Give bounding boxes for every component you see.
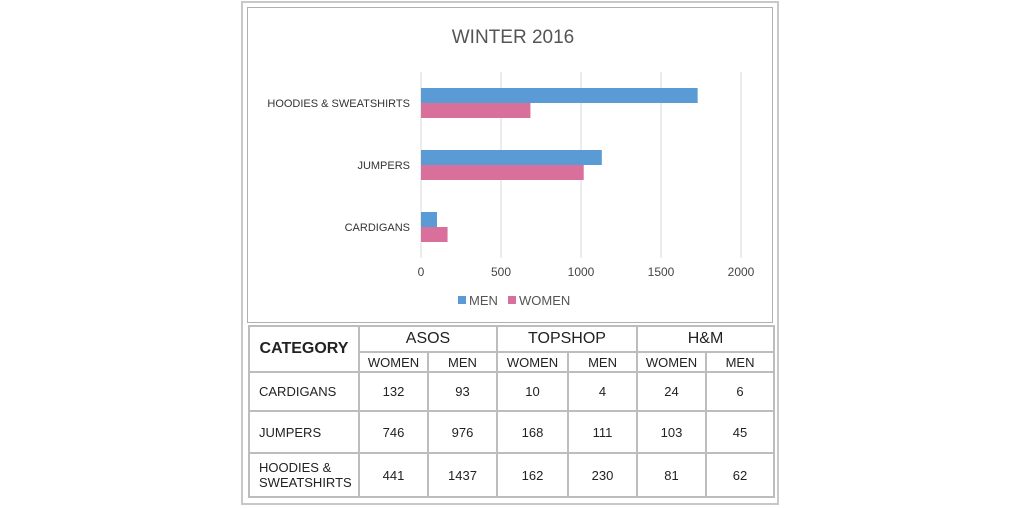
- table-cell: 62: [705, 452, 776, 498]
- x-tick-label: 0: [418, 265, 425, 279]
- table-row: CARDIGANS 132 93 10 4 24 6: [248, 371, 776, 412]
- bar-women: [421, 227, 448, 242]
- bar-chart: WINTER 2016 0 500 1000 1500 2000 CARDIGANS JUMP…: [267, 27, 755, 308]
- x-tick-label: 500: [491, 265, 511, 279]
- table-cell: 1437: [427, 452, 498, 498]
- legend-label: WOMEN: [519, 293, 570, 308]
- table-cell: 441: [358, 452, 429, 498]
- legend-label: MEN: [469, 293, 498, 308]
- table-cell: 230: [566, 452, 639, 498]
- row-label: JUMPERS: [248, 410, 360, 454]
- bar-men: [421, 88, 698, 103]
- sub-header-men: MEN: [427, 351, 498, 373]
- sub-header-men: MEN: [566, 351, 639, 373]
- table-cell: 976: [427, 410, 498, 454]
- chart-title: WINTER 2016: [452, 27, 574, 48]
- data-table: CATEGORY ASOS TOPSHOP H&M WOMEN MEN WOME…: [248, 325, 776, 498]
- x-tick-label: 1500: [648, 265, 675, 279]
- table-cell: 10: [496, 371, 569, 412]
- row-label-line: HOODIES &: [259, 460, 332, 475]
- store-header-topshop: TOPSHOP: [495, 325, 639, 353]
- infographic-frame: WINTER 2016 0 500 1000 1500 2000 CARDIGANS JUMP…: [241, 1, 779, 505]
- legend-swatch: [508, 296, 516, 304]
- sub-header-women: WOMEN: [496, 351, 569, 373]
- table-cell: 168: [496, 410, 569, 454]
- table-cell: 111: [566, 410, 639, 454]
- y-category-label: HOODIES & SWEATSHIRTS: [267, 98, 410, 110]
- store-header-hm: H&M: [636, 325, 776, 353]
- legend-swatch: [458, 296, 466, 304]
- y-category-label: CARDIGANS: [345, 222, 410, 234]
- bar-women: [421, 103, 531, 118]
- x-tick-label: 1000: [568, 265, 595, 279]
- bar-women: [421, 165, 584, 180]
- table-cell: 81: [636, 452, 708, 498]
- table-cell: 746: [358, 410, 429, 454]
- sub-header-women: WOMEN: [358, 351, 429, 373]
- table-cell: 103: [636, 410, 708, 454]
- chart-panel: WINTER 2016 0 500 1000 1500 2000 CARDIGANS JUMP…: [247, 7, 773, 323]
- table-cell: 24: [636, 371, 708, 412]
- table-cell: 6: [705, 371, 776, 412]
- store-header-asos: ASOS: [358, 325, 498, 353]
- x-tick-label: 2000: [728, 265, 755, 279]
- row-label: HOODIES & SWEATSHIRTS: [248, 452, 360, 498]
- sub-header-men: MEN: [705, 351, 776, 373]
- table-cell: 45: [705, 410, 776, 454]
- bar-men: [421, 212, 437, 227]
- table-row: JUMPERS 746 976 168 111 103 45: [248, 410, 776, 454]
- category-header: CATEGORY: [248, 325, 360, 373]
- bar-men: [421, 150, 602, 165]
- table-cell: 132: [358, 371, 429, 412]
- table-cell: 4: [566, 371, 639, 412]
- table-row: HOODIES & SWEATSHIRTS 441 1437 162 230 81…: [248, 452, 776, 498]
- sub-header-women: WOMEN: [636, 351, 708, 373]
- row-label-line: SWEATSHIRTS: [259, 475, 352, 490]
- table-cell: 162: [496, 452, 569, 498]
- table-cell: 93: [427, 371, 498, 412]
- row-label: CARDIGANS: [248, 371, 360, 412]
- y-category-label: JUMPERS: [357, 160, 410, 172]
